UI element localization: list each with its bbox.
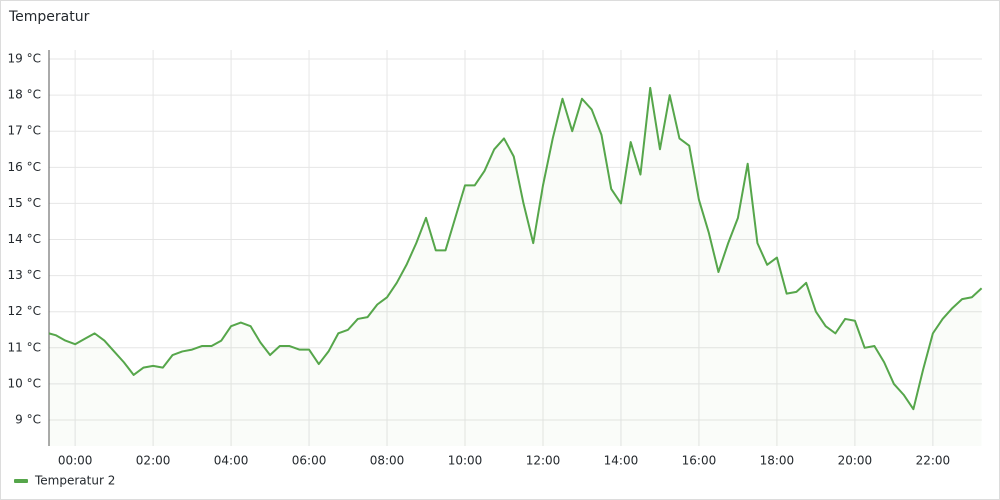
y-tick-label: 19 °C: [8, 52, 41, 66]
x-tick-label: 18:00: [760, 454, 795, 468]
x-tick-label: 14:00: [604, 454, 639, 468]
y-tick-label: 11 °C: [8, 340, 41, 354]
y-tick-label: 12 °C: [8, 304, 41, 318]
x-tick-label: 06:00: [292, 454, 327, 468]
x-tick-label: 22:00: [916, 454, 951, 468]
legend-swatch: [14, 479, 28, 483]
y-tick-label: 9 °C: [15, 413, 41, 427]
x-tick-label: 16:00: [682, 454, 717, 468]
legend-label: Temperatur 2: [34, 474, 115, 488]
x-tick-label: 10:00: [448, 454, 483, 468]
y-tick-label: 10 °C: [8, 376, 41, 390]
y-tick-label: 17 °C: [8, 124, 41, 138]
x-tick-label: 08:00: [370, 454, 405, 468]
panel-title: Temperatur: [8, 9, 90, 25]
y-tick-label: 18 °C: [8, 88, 41, 102]
x-tick-label: 12:00: [526, 454, 561, 468]
y-tick-label: 13 °C: [8, 268, 41, 282]
x-tick-label: 20:00: [838, 454, 873, 468]
y-tick-label: 14 °C: [8, 232, 41, 246]
x-tick-label: 00:00: [58, 454, 93, 468]
x-tick-label: 04:00: [214, 454, 249, 468]
y-tick-label: 16 °C: [8, 160, 41, 174]
y-tick-label: 15 °C: [8, 196, 41, 210]
series-line: [48, 86, 983, 411]
x-tick-label: 02:00: [136, 454, 171, 468]
